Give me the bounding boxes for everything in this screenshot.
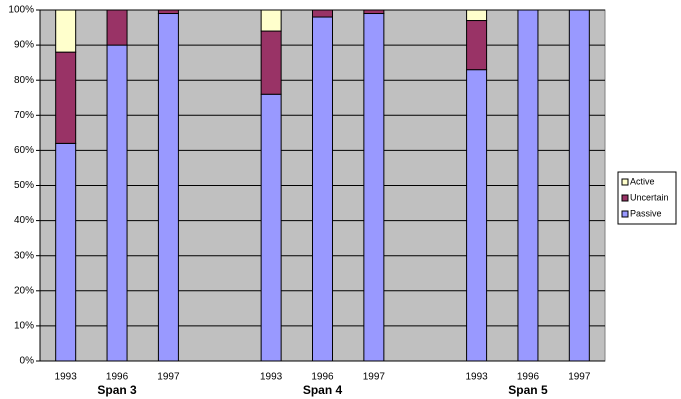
bar-segment (466, 9, 488, 22)
y-tick-label: 60% (14, 145, 34, 156)
y-tick-label: 20% (14, 285, 34, 296)
y-tick-label: 80% (14, 75, 34, 86)
bar-segment (55, 51, 77, 144)
x-tick-label: 1997 (568, 372, 591, 383)
bar-segment (568, 9, 590, 362)
y-tick-label: 70% (14, 110, 34, 121)
bar-segment (55, 9, 77, 53)
legend-label: Active (630, 176, 655, 186)
group-label: Span 5 (508, 383, 548, 397)
y-tick-label: 30% (14, 250, 34, 261)
y-tick-label: 50% (14, 180, 34, 191)
bar-segment (260, 30, 282, 95)
y-tick-label: 10% (14, 321, 34, 332)
bar-segment (363, 9, 385, 15)
y-tick-label: 40% (14, 215, 34, 226)
legend-label: Uncertain (630, 192, 669, 202)
legend-swatch (621, 210, 629, 218)
x-tick-label: 1993 (55, 372, 78, 383)
bar-segment (260, 93, 282, 362)
bar-segment (517, 9, 539, 362)
bar-segment (106, 9, 128, 46)
bar-segment (55, 142, 77, 362)
y-tick-label: 0% (20, 356, 35, 367)
x-tick-label: 1993 (260, 372, 283, 383)
bar-segment (466, 20, 488, 71)
bar-segment (312, 9, 333, 18)
legend-label: Passive (630, 208, 662, 218)
bar-segment (466, 69, 488, 362)
x-tick-label: 1996 (106, 372, 129, 383)
group-label: Span 4 (303, 383, 343, 397)
x-tick-label: 1996 (517, 372, 540, 383)
bar-segment (157, 9, 179, 15)
bar-segment (260, 9, 282, 32)
bar-segment (363, 13, 385, 362)
legend-swatch (621, 178, 629, 186)
x-tick-label: 1997 (157, 372, 180, 383)
bar-segment (157, 13, 179, 362)
x-tick-label: 1996 (311, 372, 334, 383)
y-tick-label: 100% (8, 5, 34, 16)
y-tick-label: 90% (14, 40, 34, 51)
group-label: Span 3 (97, 383, 137, 397)
x-tick-label: 1993 (465, 372, 488, 383)
legend-swatch (621, 194, 629, 202)
bar-segment (312, 16, 333, 362)
bar-segment (106, 44, 128, 362)
x-tick-label: 1997 (363, 372, 386, 383)
